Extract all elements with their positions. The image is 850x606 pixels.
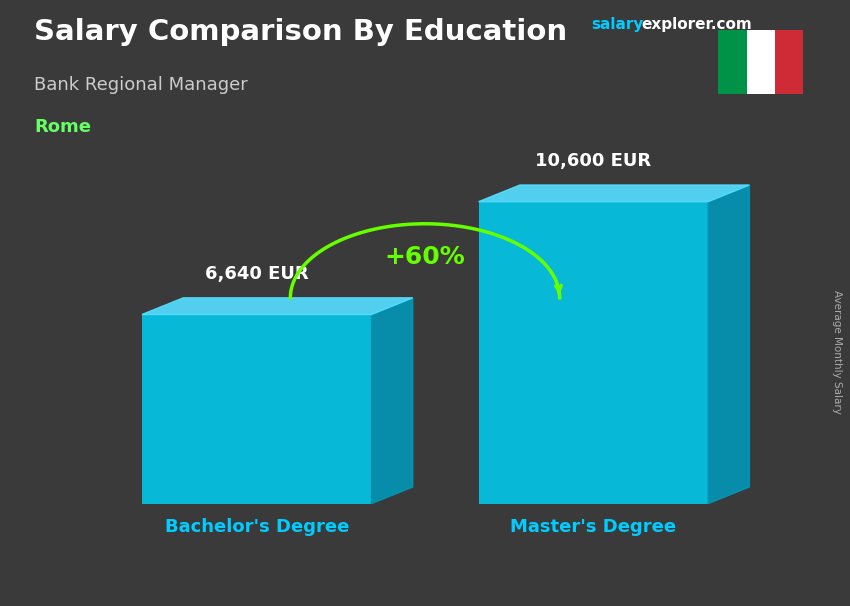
Bar <box>142 315 371 504</box>
Polygon shape <box>708 185 750 504</box>
Text: 10,600 EUR: 10,600 EUR <box>536 152 651 170</box>
Bar <box>746 30 775 94</box>
Polygon shape <box>371 298 413 504</box>
Text: explorer.com: explorer.com <box>642 17 752 32</box>
Text: Bank Regional Manager: Bank Regional Manager <box>34 76 247 94</box>
Text: Average Monthly Salary: Average Monthly Salary <box>832 290 842 413</box>
Polygon shape <box>142 298 413 315</box>
Text: +60%: +60% <box>384 245 466 269</box>
Text: Salary Comparison By Education: Salary Comparison By Education <box>34 18 567 46</box>
Text: salary: salary <box>591 17 643 32</box>
Bar <box>479 202 708 504</box>
Polygon shape <box>479 185 750 202</box>
Text: 6,640 EUR: 6,640 EUR <box>205 265 309 283</box>
Text: Rome: Rome <box>34 118 91 136</box>
Bar <box>775 30 803 94</box>
Text: Master's Degree: Master's Degree <box>510 519 677 536</box>
Text: Bachelor's Degree: Bachelor's Degree <box>165 519 348 536</box>
Bar <box>718 30 746 94</box>
